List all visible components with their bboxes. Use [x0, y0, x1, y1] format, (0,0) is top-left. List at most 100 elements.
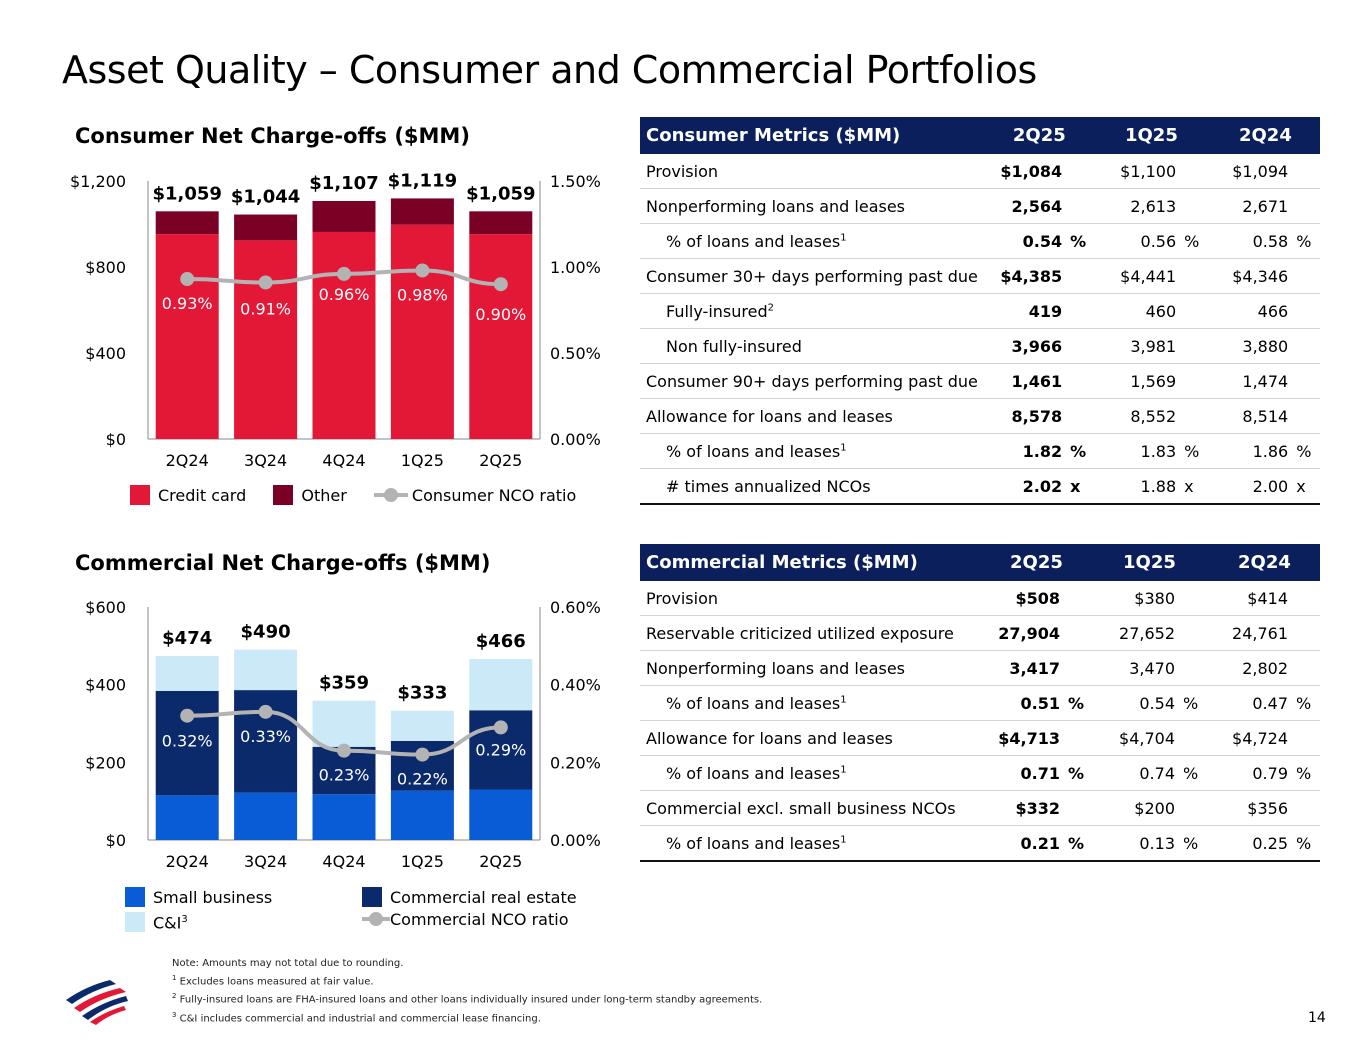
row-label: % of loans and leases1: [640, 433, 978, 469]
cell-value: $1,094: [1205, 154, 1289, 189]
cell-value: $380: [1090, 581, 1175, 616]
x-tick-label: 3Q24: [244, 451, 287, 470]
cell-value: 0.51: [975, 685, 1060, 721]
bar-small-business-3q24: [234, 792, 298, 840]
footnote-ref: 1: [840, 694, 847, 706]
nco-ratio-point: [337, 743, 351, 758]
cell-unit: x: [1288, 468, 1320, 505]
cell-unit: %: [1288, 755, 1320, 791]
cell-unit: %: [1288, 825, 1320, 862]
table-row: # times annualized NCOs 2.02 x 1.88 x 2.00 x: [640, 468, 1320, 505]
cell-unit: [1175, 615, 1205, 651]
page-title: Asset Quality – Consumer and Commercial …: [62, 48, 1037, 92]
cell-unit: %: [1062, 223, 1092, 259]
x-tick-label: 2Q24: [166, 852, 209, 871]
cell-value: 3,966: [977, 328, 1063, 364]
legend-swatch-small-business: [125, 887, 145, 907]
bar-c-i-2q24: [155, 655, 219, 691]
cell-value: 2,613: [1091, 188, 1177, 224]
legend-label-ci: C&I: [153, 913, 182, 933]
table-header-row: Commercial Metrics ($MM) 2Q25 1Q25 2Q24: [640, 544, 1320, 581]
row-label: Consumer 90+ days performing past due: [640, 363, 978, 399]
x-tick-label: 3Q24: [244, 852, 287, 871]
cell-value: 0.56: [1091, 223, 1177, 259]
row-label: Provision: [640, 581, 975, 616]
y2-tick-label: 0.20%: [550, 753, 601, 772]
cell-unit: [1062, 258, 1092, 294]
cell-unit: %: [1288, 223, 1320, 259]
x-tick-label: 2Q24: [166, 451, 209, 470]
x-tick-label: 1Q25: [401, 451, 444, 470]
cell-unit: [1176, 154, 1206, 189]
cell-value: 8,514: [1205, 398, 1289, 434]
cell-value: 1,569: [1091, 363, 1177, 399]
row-label: Nonperforming loans and leases: [640, 188, 978, 224]
cell-unit: [1060, 790, 1090, 826]
cell-value: $356: [1205, 790, 1288, 826]
cell-unit: [1288, 581, 1320, 616]
legend-cre: Commercial real estate: [362, 887, 577, 909]
cell-value: 1,474: [1205, 363, 1289, 399]
bar-credit-card-2q25: [469, 234, 533, 439]
nco-ratio-label: 0.96%: [319, 285, 370, 304]
row-label: Provision: [640, 154, 978, 189]
cell-value: 1.82: [977, 433, 1063, 469]
cell-unit: [1062, 154, 1092, 189]
cell-value: 419: [977, 293, 1063, 329]
bar-other-2q25: [469, 211, 533, 235]
table-row: % of loans and leases1 1.82% 1.83% 1.86%: [640, 433, 1320, 469]
bar-total-label: $466: [476, 631, 526, 652]
cell-value: 8,552: [1091, 398, 1177, 434]
cell-value: 0.25: [1205, 825, 1288, 862]
commercial-nco-chart: $0 $200 $400 $600 0.00% 0.20% 0.40% 0.60% $474 2Q…: [85, 598, 601, 871]
cell-value: 2.00: [1205, 468, 1289, 505]
x-tick-label: 1Q25: [401, 852, 444, 871]
cell-value: 3,981: [1091, 328, 1177, 364]
row-label: Fully-insured2: [640, 293, 978, 329]
legend-swatch-credit-card: [130, 485, 150, 505]
row-label: Allowance for loans and leases: [640, 398, 978, 434]
cell-value: 24,761: [1205, 615, 1288, 651]
commercial-legend-right: Commercial real estate Commercial NCO ra…: [362, 887, 577, 931]
row-label: % of loans and leases1: [640, 825, 975, 862]
bar-total-label: $1,059: [466, 183, 535, 204]
line-marker-icon: [373, 488, 408, 502]
row-label: Reservable criticized utilized exposure: [640, 615, 975, 651]
table-header-period: 2Q24: [1205, 544, 1320, 581]
footnote-text: Note: Amounts may not total due to round…: [172, 958, 404, 969]
row-label: Nonperforming loans and leases: [640, 650, 975, 686]
cell-unit: [1175, 790, 1205, 826]
cell-unit: [1288, 398, 1320, 434]
nco-ratio-label: 0.90%: [475, 305, 526, 324]
nco-ratio-label: 0.33%: [240, 727, 291, 746]
bar-total-label: $1,107: [309, 173, 378, 194]
row-label: Allowance for loans and leases: [640, 720, 975, 756]
legend-label-credit-card: Credit card: [158, 486, 247, 505]
row-label: # times annualized NCOs: [640, 468, 978, 505]
nco-ratio-label: 0.29%: [475, 740, 526, 759]
row-label: Commercial excl. small business NCOs: [640, 790, 975, 826]
nco-ratio-label: 0.23%: [319, 766, 370, 785]
y2-tick-label: 0.50%: [550, 344, 601, 363]
nco-ratio-point: [180, 708, 195, 723]
table-row: Consumer 30+ days performing past due $4,…: [640, 258, 1320, 294]
x-tick-label: 2Q25: [479, 852, 522, 871]
nco-ratio-point: [180, 272, 195, 287]
cell-unit: [1062, 328, 1092, 364]
cell-value: $4,385: [977, 258, 1063, 294]
legend-label-small-business: Small business: [153, 888, 273, 907]
nco-ratio-point: [258, 704, 273, 719]
legend-label-cre: Commercial real estate: [390, 888, 577, 907]
row-label: % of loans and leases1: [640, 685, 975, 721]
table-row: Reservable criticized utilized exposure 2…: [640, 615, 1320, 651]
footnote-line: 2 Fully-insured loans are FHA-insured lo…: [172, 989, 762, 1007]
cell-value: 2,671: [1205, 188, 1289, 224]
cell-unit: x: [1062, 468, 1092, 505]
legend-consumer-nco: Consumer NCO ratio: [373, 486, 576, 505]
cell-value: 0.47: [1205, 685, 1288, 721]
footnote-number: 1: [172, 974, 177, 982]
cell-value: 0.13: [1090, 825, 1175, 862]
nco-ratio-point: [415, 747, 430, 762]
legend-commercial-nco: Commercial NCO ratio: [362, 909, 577, 931]
cell-unit: %: [1288, 433, 1320, 469]
